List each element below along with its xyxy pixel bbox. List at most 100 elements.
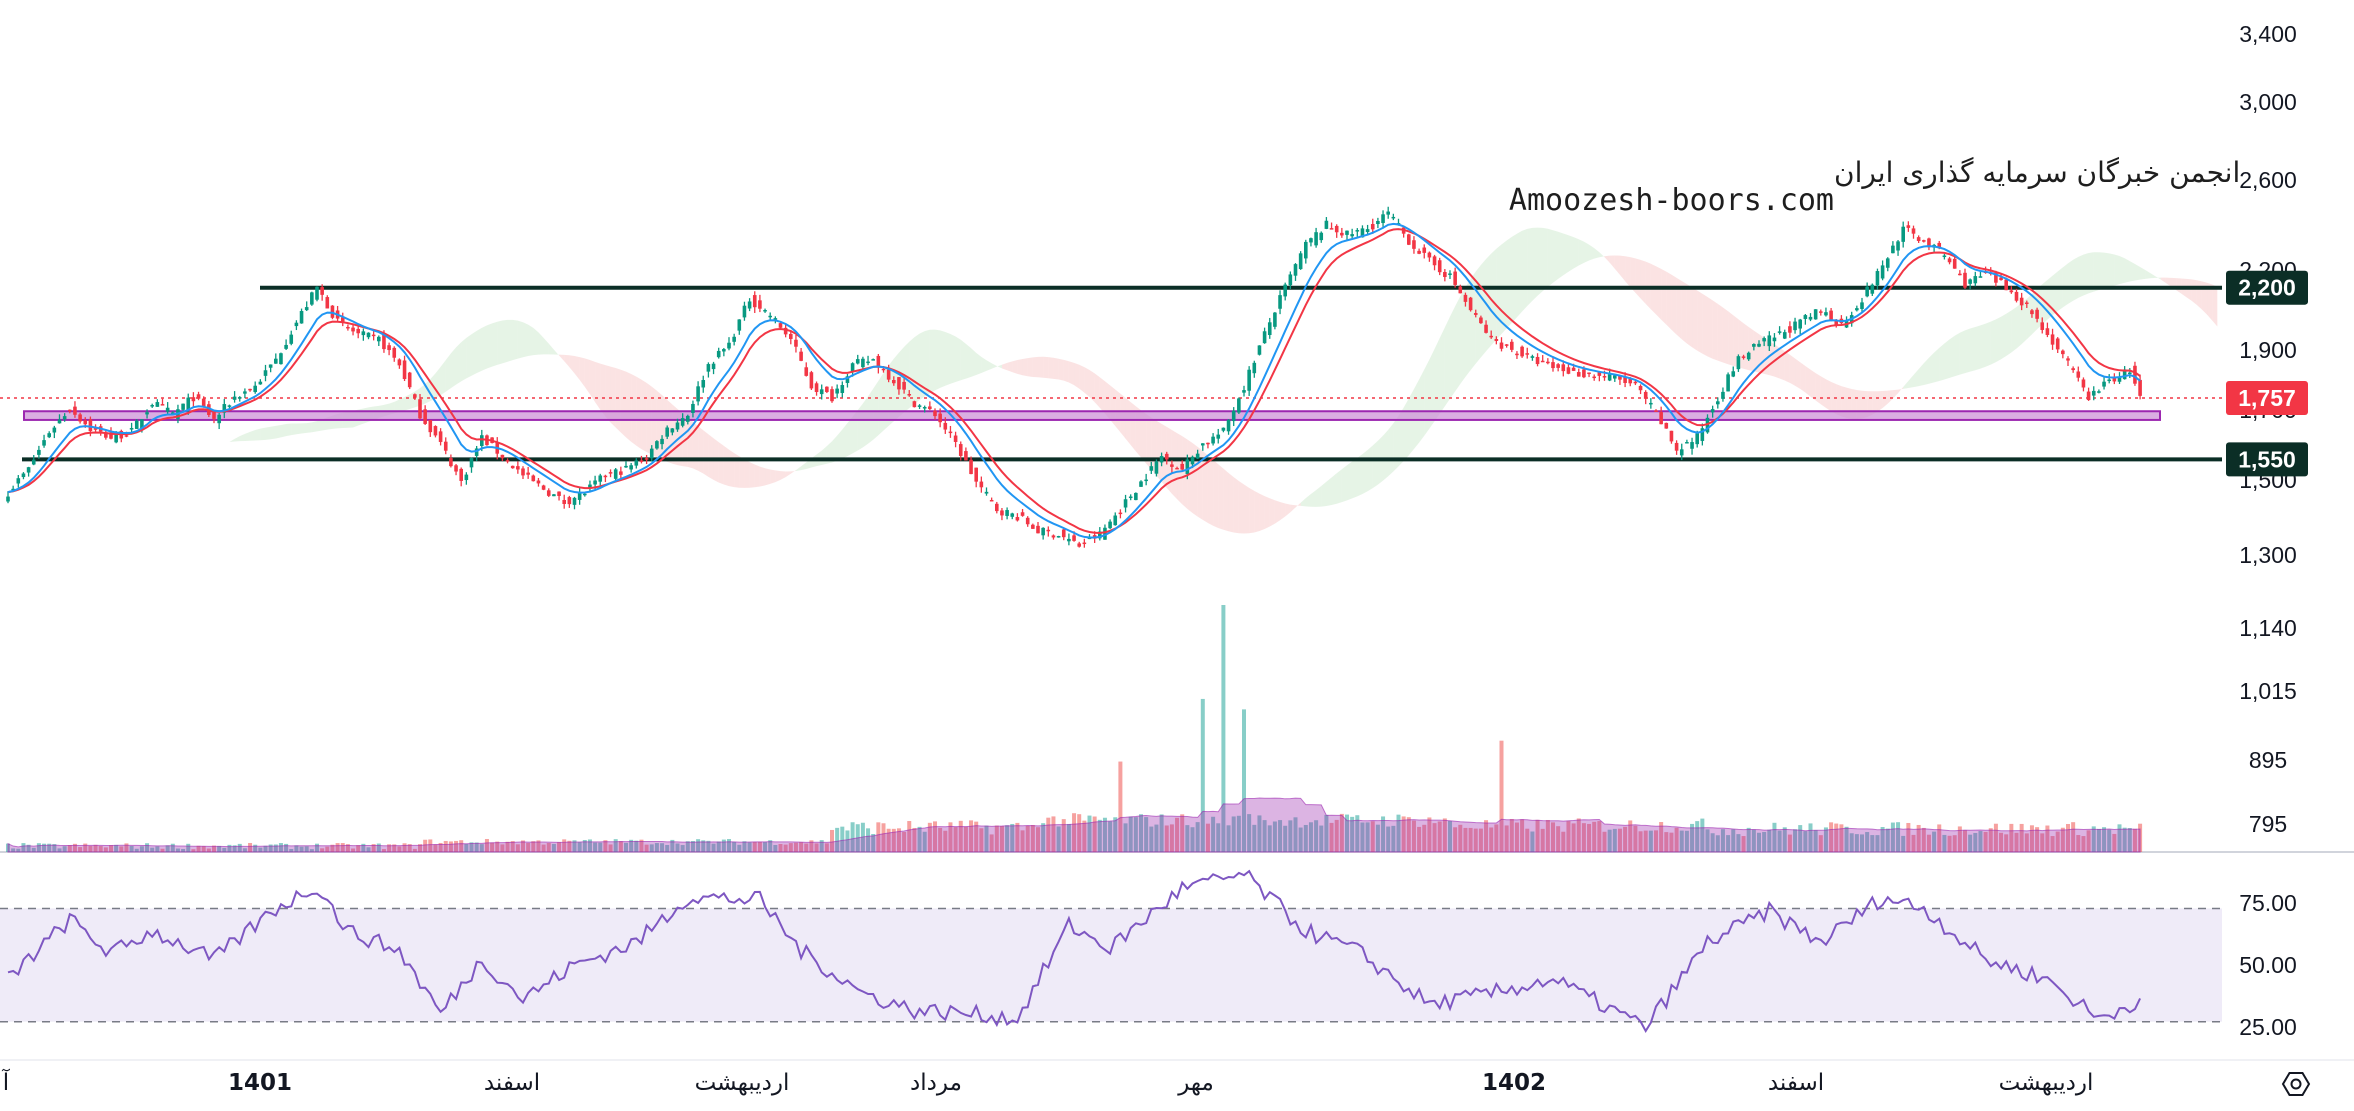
candle	[557, 491, 561, 501]
volume-bar	[186, 843, 191, 852]
volume-bar	[93, 844, 98, 852]
cloud-segment	[2001, 313, 2007, 360]
candle	[608, 469, 613, 478]
cloud-segment	[744, 459, 750, 488]
support-tag[interactable]: 1,550	[2226, 442, 2308, 477]
volume-bar	[1242, 709, 1246, 852]
cloud-segment	[1388, 423, 1394, 477]
volume-bar	[1345, 814, 1349, 852]
volume-bar	[1535, 819, 1540, 852]
volume-bar	[1592, 821, 1597, 852]
volume-bar	[891, 828, 896, 852]
cloud-segment	[832, 435, 838, 463]
rsi-axis[interactable]: 75.00 50.00 25.00	[2239, 890, 2297, 1040]
candle	[1046, 526, 1051, 537]
candle	[392, 346, 397, 362]
candle	[964, 447, 968, 461]
last-price-tag[interactable]: 1,757	[2226, 380, 2308, 415]
cloud-segment	[1728, 311, 1734, 366]
cloud-segment	[1594, 248, 1600, 259]
volume-bar	[778, 843, 783, 852]
cloud-segment	[1146, 413, 1152, 470]
volume-bar	[757, 841, 762, 852]
volume-bar	[1030, 824, 1035, 852]
resistance-tag[interactable]: 2,200	[2226, 270, 2308, 305]
candle	[346, 324, 350, 331]
settings-icon[interactable]	[2281, 1072, 2311, 1096]
candle	[1206, 442, 1210, 449]
time-axis[interactable]: آ 1401 اسفند اردیبهشت مرداد مهر 1402 اسف…	[2, 1068, 2094, 1096]
cloud-segment	[1697, 290, 1703, 354]
candle	[567, 495, 572, 508]
candle	[2138, 374, 2142, 400]
volume-bar	[1710, 833, 1715, 852]
candle	[284, 339, 288, 350]
cloud-segment	[1012, 360, 1018, 374]
volume-bar	[1865, 832, 1870, 852]
cloud-segment	[219, 442, 225, 444]
volume-bar	[1509, 818, 1514, 852]
candle	[299, 308, 304, 324]
volume-bar	[1963, 830, 1967, 852]
volume-bar	[2040, 833, 2045, 852]
candle	[995, 501, 999, 514]
cloud-segment	[2160, 277, 2166, 283]
candle	[145, 409, 149, 419]
volume-bar	[1602, 831, 1607, 852]
candle	[1994, 270, 1998, 287]
cloud-segment	[1527, 227, 1533, 307]
cloud-segment	[976, 352, 982, 376]
candle	[1463, 292, 1468, 307]
volume-bar	[114, 844, 119, 852]
candle	[104, 430, 108, 440]
volume-bar	[443, 840, 448, 852]
price-axis[interactable]: 3,400 3,000 2,600 2,200 1,900 1,700 1,50…	[2239, 21, 2297, 837]
cloud-segment	[1872, 391, 1878, 415]
cloud-segment	[2165, 277, 2171, 287]
cloud-segment	[1717, 303, 1723, 363]
volume-bar	[397, 846, 402, 852]
volume-bar	[170, 843, 175, 852]
cloud-segment	[1563, 233, 1569, 276]
candle	[1896, 240, 1900, 256]
cloud-segment	[2150, 273, 2156, 279]
cloud-segment	[1795, 358, 1801, 389]
rsi-tick: 25.00	[2239, 1014, 2297, 1040]
candle	[1061, 528, 1066, 541]
support-band[interactable]	[23, 410, 2161, 421]
volume-bar	[727, 839, 731, 852]
volume-bar	[1319, 825, 1324, 852]
cloud-segment	[569, 355, 575, 374]
volume-bar	[376, 843, 381, 852]
candle	[1031, 523, 1035, 529]
time-label: اسفند	[484, 1070, 540, 1096]
cloud-segment	[1357, 454, 1363, 497]
volume-bar	[2024, 833, 2029, 852]
cloud-segment	[1295, 502, 1301, 508]
volume-bar	[1798, 825, 1803, 852]
volume-bar	[526, 842, 531, 852]
cloud-segment	[2119, 255, 2125, 285]
candle	[325, 295, 330, 309]
volume-bar	[217, 845, 222, 852]
resistance-tag-label: 2,200	[2238, 275, 2296, 301]
time-label: 1402	[1482, 1070, 1546, 1096]
volume-bar	[2086, 830, 2091, 852]
cloud-segment	[1805, 365, 1811, 397]
candle	[1453, 267, 1457, 288]
cloud-segment	[1944, 339, 1950, 380]
candle	[1242, 385, 1246, 397]
volume-bar	[1247, 814, 1252, 852]
candle	[552, 493, 556, 497]
cloud-segment	[1882, 390, 1888, 408]
volume-bar	[1448, 820, 1452, 852]
candle	[1504, 344, 1509, 348]
volume-bar	[1911, 834, 1916, 852]
volume-bar	[1834, 823, 1839, 852]
volume-bar	[222, 847, 227, 852]
volume-bar	[1381, 816, 1386, 852]
volume-bar	[819, 840, 824, 852]
candle	[2107, 374, 2111, 384]
candle	[263, 364, 268, 382]
